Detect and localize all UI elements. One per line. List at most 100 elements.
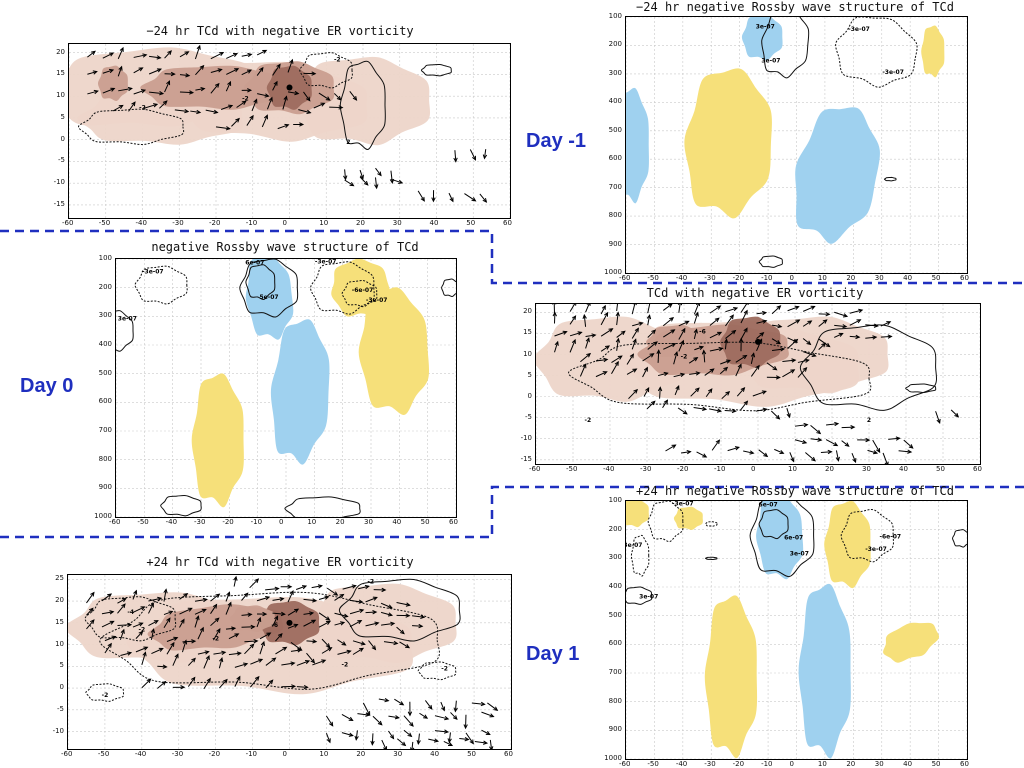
y-tick-label: 200 <box>608 40 622 49</box>
wind-vector <box>86 619 95 630</box>
x-tick-label: 30 <box>393 750 403 758</box>
wind-vector <box>194 615 200 628</box>
x-tick-label: 0 <box>279 518 284 526</box>
x-tick-label: -60 <box>529 465 541 473</box>
day-label-0: Day 0 <box>20 375 74 397</box>
contour-solid <box>951 529 967 548</box>
wind-vector <box>357 712 371 717</box>
wind-vector <box>87 89 99 95</box>
wind-vector <box>368 640 377 651</box>
negative-region <box>795 107 880 244</box>
wind-vector <box>86 591 95 604</box>
y-tick-label: 20 <box>523 307 532 316</box>
wind-vector <box>678 339 685 352</box>
y-tick-label: 900 <box>608 725 622 734</box>
x-tick-label: 30 <box>874 760 884 768</box>
wind-vector <box>600 311 609 326</box>
wind-vector <box>148 620 159 626</box>
wind-vector <box>770 410 781 420</box>
x-tick-label: 50 <box>466 219 476 227</box>
wind-vector <box>272 597 285 602</box>
wind-vector <box>365 621 380 627</box>
wind-vector <box>117 622 133 628</box>
wind-vector <box>657 371 669 377</box>
x-tick-label: -30 <box>171 750 184 758</box>
wind-vector <box>727 446 740 452</box>
x-tick-label: -50 <box>137 518 149 526</box>
wind-vector <box>756 310 768 316</box>
wind-vector <box>213 650 227 655</box>
wind-vector <box>228 651 242 656</box>
wind-vector <box>786 408 791 419</box>
wind-vector <box>725 329 737 339</box>
wind-vector <box>656 349 661 363</box>
x-tick-label: 10 <box>307 518 317 526</box>
chart-panel-tcd-day0: TCd with negative ER vorticity -6 -2 -2 2 -… <box>515 286 995 486</box>
contour-label: -2 <box>242 96 249 103</box>
wind-vector <box>311 584 323 589</box>
wind-vector <box>417 190 425 202</box>
wind-vector <box>265 586 280 592</box>
wind-vector <box>642 353 655 362</box>
plot-area: 3e-07 -3e-07 3e-07 -3e-07 <box>625 16 968 274</box>
chart-panel-rossby-minus24: −24 hr negative Rossby wave structure of… <box>600 0 1000 290</box>
wind-vector <box>709 408 723 413</box>
wind-vector <box>194 597 208 603</box>
x-tick-label: 50 <box>931 274 941 282</box>
wind-vector <box>101 593 113 602</box>
x-tick-label: 60 <box>503 219 512 227</box>
wind-vector <box>150 628 156 640</box>
wind-vector <box>236 100 247 108</box>
wind-vector <box>595 371 608 378</box>
plot-area: -2 -2 -2 2 <box>68 43 511 219</box>
wind-vector <box>481 711 495 718</box>
wind-vector <box>771 338 782 345</box>
x-tick-label: -50 <box>647 760 659 768</box>
wind-vector <box>736 387 746 397</box>
wind-vector <box>296 684 309 690</box>
wind-vector <box>241 624 256 630</box>
wind-vector <box>159 100 168 109</box>
wind-vector <box>865 323 879 328</box>
x-tick-label: 50 <box>936 465 945 473</box>
wind-vector <box>431 190 436 203</box>
wind-vector <box>647 304 651 314</box>
wind-vector <box>554 330 568 337</box>
x-tick-label: 60 <box>973 465 982 473</box>
contour-label: 3e-07 <box>639 593 658 600</box>
wind-vector <box>390 178 404 184</box>
x-tick-label: 20 <box>356 750 366 758</box>
wind-vector <box>709 317 720 326</box>
wind-vector <box>102 87 116 94</box>
wind-vector <box>349 608 365 615</box>
wind-vector <box>756 319 768 324</box>
tc-center-marker <box>755 338 761 345</box>
x-tick-label: -50 <box>647 274 659 282</box>
y-tick-label: 800 <box>98 454 112 463</box>
x-tick-label: -30 <box>172 219 184 227</box>
tc-center-marker <box>286 619 293 626</box>
y-tick-label: -10 <box>52 726 64 735</box>
wind-vector <box>709 305 722 314</box>
x-tick-label: -60 <box>61 750 73 758</box>
wind-vector <box>403 729 413 738</box>
contour-label: -2 <box>139 104 146 111</box>
wind-vector <box>766 362 778 371</box>
wind-vector <box>117 65 123 77</box>
plot-canvas: -3e-07 6e-07 -3e-07 6e-07 -6e-07 -3e-07 3e-07 3… <box>626 501 967 759</box>
wind-vector <box>789 452 795 463</box>
wind-vector <box>135 646 149 653</box>
contour-label: -2 <box>102 692 109 699</box>
y-tick-label: 600 <box>608 154 622 163</box>
x-tick-label: -40 <box>134 750 147 758</box>
wind-vector <box>678 320 690 327</box>
positive-region <box>673 506 703 530</box>
wind-vector <box>120 651 133 656</box>
wind-vector <box>380 621 396 627</box>
y-tick-label: 800 <box>608 211 622 220</box>
contour-dashed <box>341 279 378 308</box>
wind-vector <box>740 309 748 324</box>
contour-label: -2 <box>441 666 448 673</box>
wind-vector <box>334 621 346 626</box>
negative-region <box>798 583 851 759</box>
